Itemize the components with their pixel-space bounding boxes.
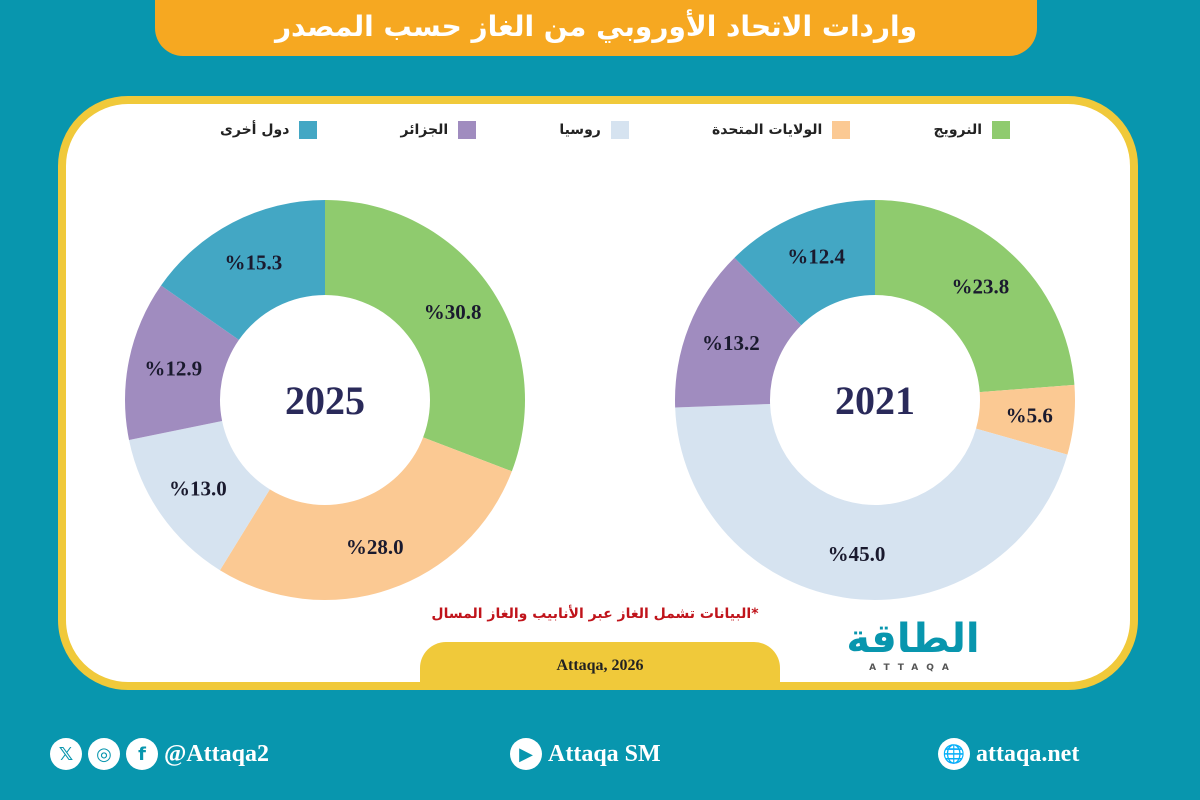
legend-item-norway: النرويج: [933, 120, 1010, 140]
slice-label: %13.2: [702, 331, 760, 355]
donut-slice: [161, 200, 325, 340]
slice-label: %23.8: [952, 274, 1010, 298]
slice-label: %30.8: [424, 300, 482, 324]
legend-item-others: دول أخرى: [220, 120, 318, 140]
legend-item-algeria: الجزائر: [401, 120, 477, 140]
legend-label: الجزائر: [400, 122, 449, 138]
youtube-icon[interactable]: ▶: [510, 738, 542, 770]
source-label: Attaqa, 2026: [420, 642, 780, 690]
slice-label: %12.4: [787, 245, 845, 269]
donut-slice: [875, 200, 1075, 393]
legend-label: الولايات المتحدة: [712, 122, 823, 138]
legend-item-us: الولايات المتحدة: [712, 120, 851, 140]
footer-social[interactable]: 𝕏 ◎ f @Attaqa2: [50, 738, 269, 770]
legend-label: روسيا: [559, 122, 601, 138]
slice-label: %45.0: [828, 542, 886, 566]
donut-slice: [675, 403, 1068, 600]
social-handle[interactable]: @Attaqa2: [164, 740, 269, 767]
youtube-handle[interactable]: Attaqa SM: [548, 740, 661, 767]
legend: النرويج الولايات المتحدة روسيا الجزائر د…: [220, 120, 1010, 140]
legend-swatch: [299, 121, 318, 139]
footnote: *البيانات تشمل الغاز عبر الأنابيب والغاز…: [431, 606, 759, 622]
donut-year-label: 2021: [835, 378, 915, 423]
donut-slice: [976, 384, 1075, 455]
x-icon[interactable]: 𝕏: [50, 738, 82, 770]
website-link[interactable]: attaqa.net: [976, 740, 1080, 767]
legend-item-russia: روسيا: [559, 120, 629, 140]
page-title: واردات الاتحاد الأوروبي من الغاز حسب الم…: [155, 0, 1037, 56]
facebook-icon[interactable]: f: [126, 738, 158, 770]
slice-label: %12.9: [144, 357, 202, 381]
chart-card: [58, 96, 1138, 690]
instagram-icon[interactable]: ◎: [88, 738, 120, 770]
logo-ar: الطاقة: [846, 616, 980, 662]
legend-swatch: [610, 121, 629, 139]
slice-label: %28.0: [346, 535, 404, 559]
legend-swatch: [832, 121, 851, 139]
donut-slice: [325, 200, 525, 472]
donut-year-label: 2025: [285, 378, 365, 423]
footer-web[interactable]: 🌐 attaqa.net: [938, 738, 1079, 770]
slice-label: %5.6: [1006, 404, 1053, 428]
slice-label: %15.3: [224, 251, 282, 275]
legend-swatch: [992, 121, 1010, 139]
donut-slice: [129, 420, 270, 571]
footer-youtube[interactable]: ▶ Attaqa SM: [510, 738, 661, 770]
legend-swatch: [458, 121, 477, 139]
donut-slice: [734, 200, 875, 326]
donut-slice: [125, 285, 239, 440]
donut-slice: [219, 437, 512, 600]
globe-icon[interactable]: 🌐: [938, 738, 970, 770]
attaqa-logo: الطاقة ATTAQA: [828, 616, 998, 674]
donut-slice: [675, 257, 802, 408]
logo-en: ATTAQA: [869, 663, 957, 673]
legend-label: دول أخرى: [220, 122, 290, 138]
legend-label: النرويج: [933, 122, 982, 138]
slice-label: %13.0: [169, 477, 227, 501]
